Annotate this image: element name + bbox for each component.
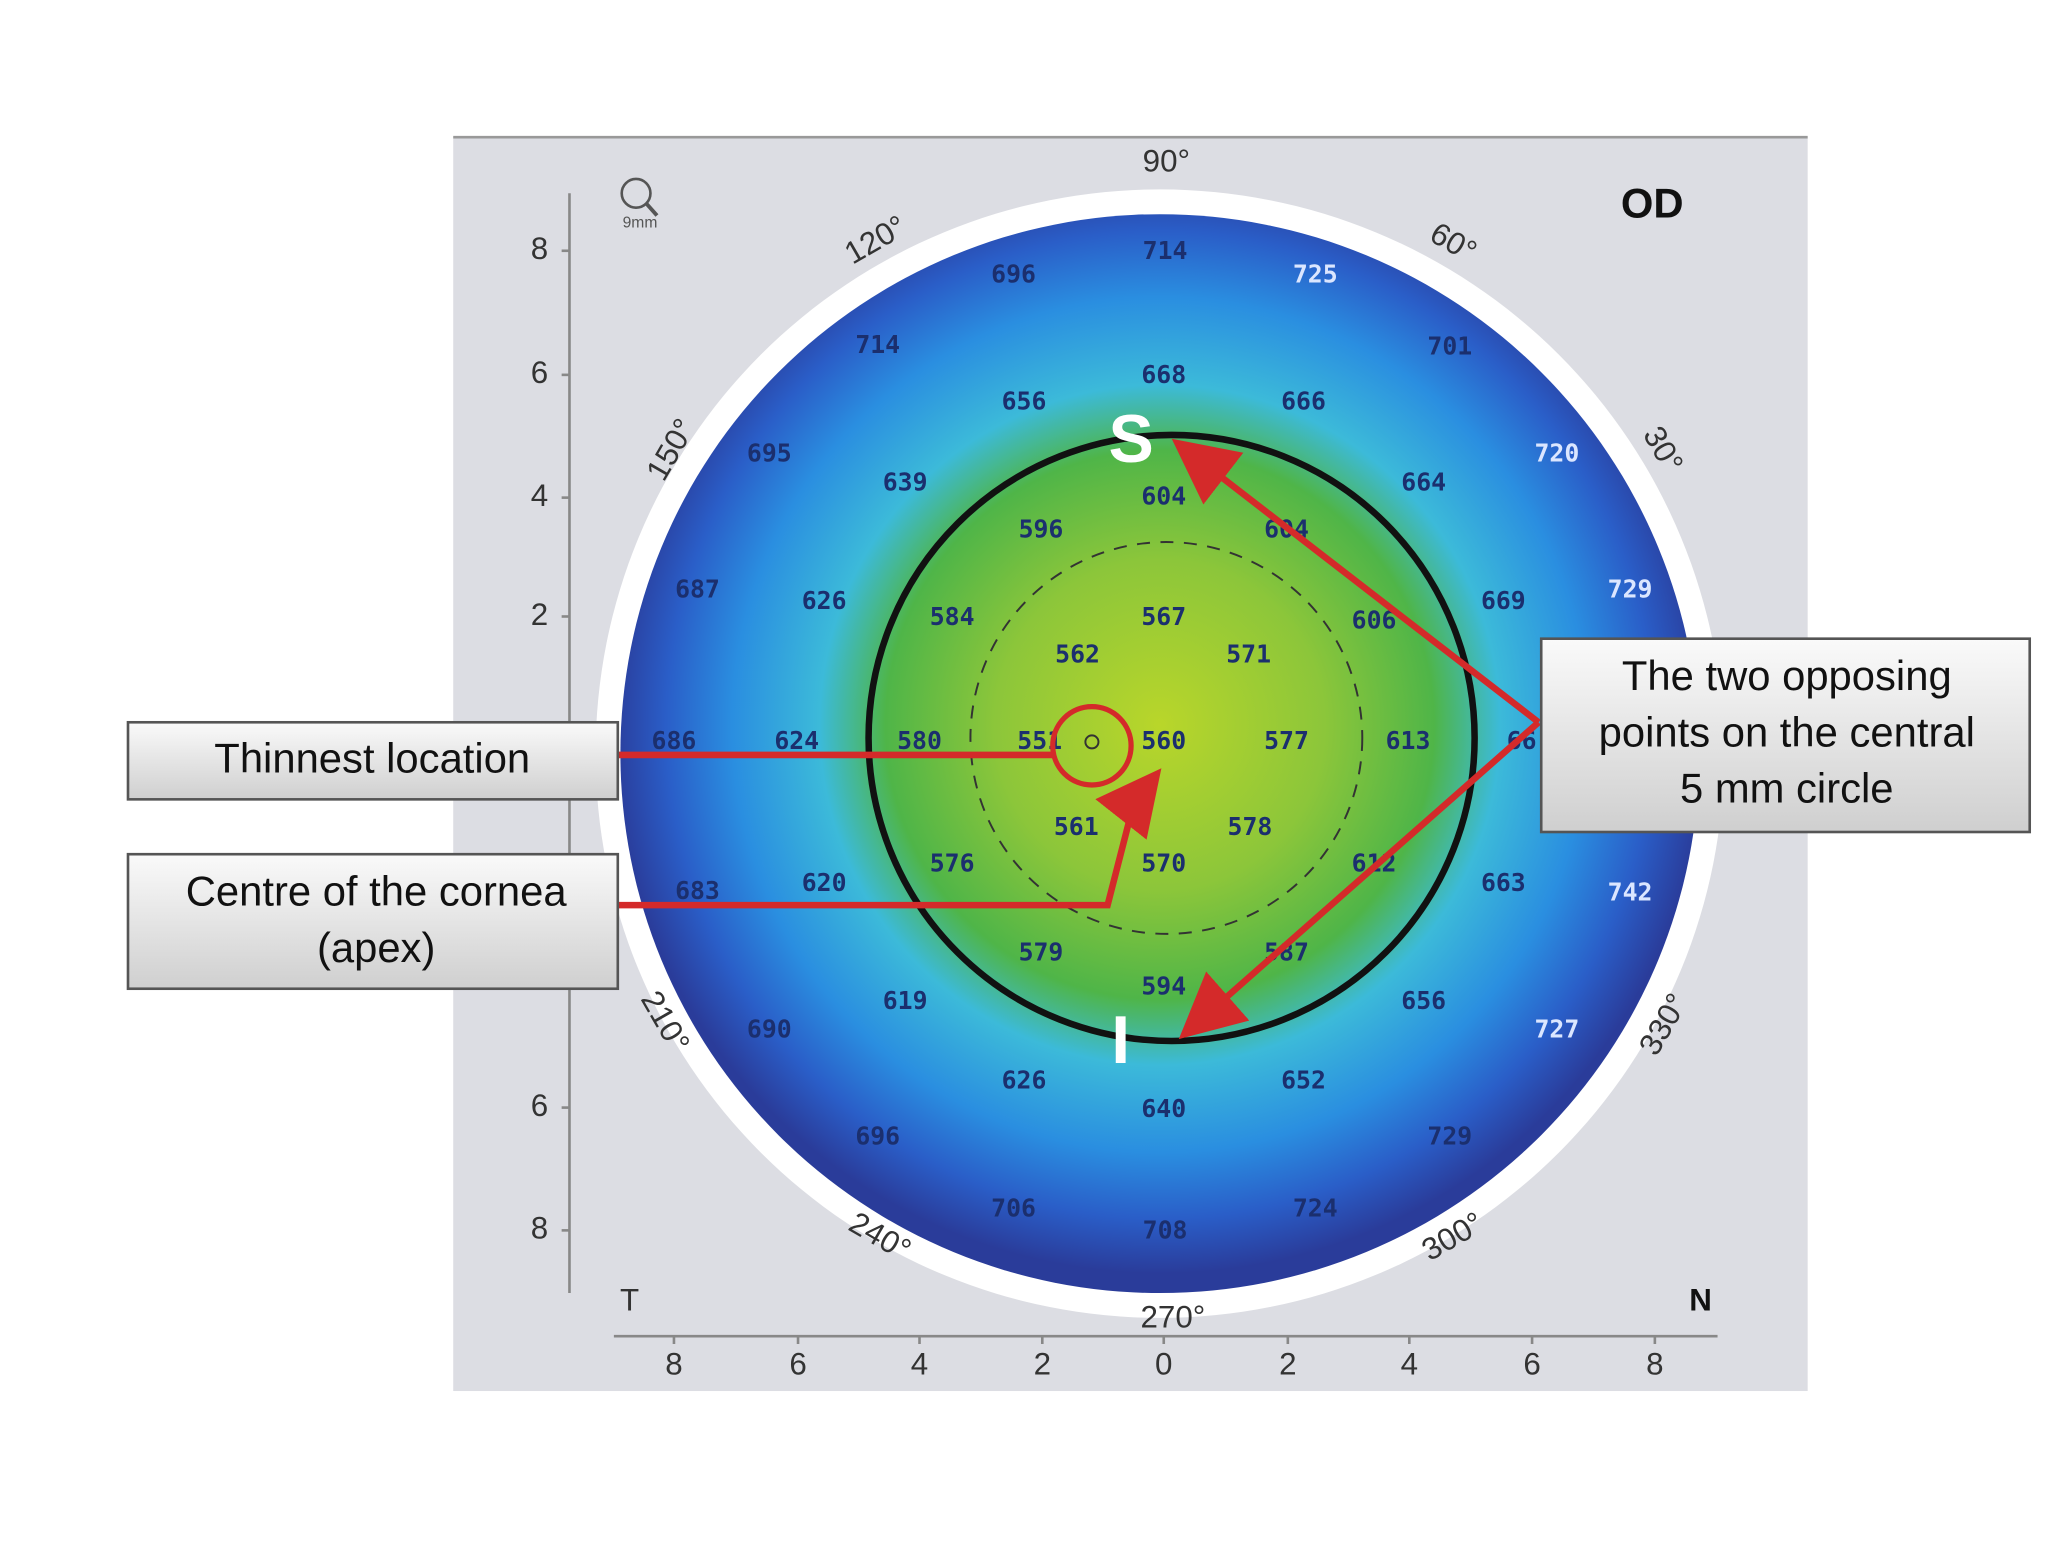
thickness-value: 687: [675, 574, 720, 603]
vertical-scale-label: 6: [531, 1088, 548, 1123]
horizontal-scale-label: 4: [911, 1346, 928, 1381]
vertical-scale-label: 2: [531, 597, 548, 632]
thickness-value: 639: [883, 467, 928, 496]
thickness-value: 604: [1141, 482, 1186, 511]
horizontal-scale-label: 4: [1401, 1346, 1418, 1381]
zoom-label: 9mm: [623, 214, 658, 231]
thickness-value: 596: [1019, 514, 1064, 543]
thickness-value: 620: [802, 868, 847, 897]
thickness-value: 708: [1143, 1216, 1188, 1245]
thickness-value: 686: [652, 726, 697, 755]
thickness-value: 701: [1427, 331, 1472, 360]
thickness-value: 624: [774, 726, 819, 755]
horizontal-scale-label: 6: [789, 1346, 806, 1381]
horizontal-scale-label: 6: [1523, 1346, 1540, 1381]
callout-text: (apex): [317, 924, 435, 971]
marks: 90°120° 60°150° 30°210° 330°240° 300°270°864…: [531, 144, 1695, 1382]
thickness-value: 714: [1143, 236, 1188, 265]
vertical-scale-label: 4: [531, 478, 548, 513]
vertical-scale-label: 8: [531, 231, 548, 266]
horizontal-scale-label: 8: [665, 1346, 682, 1381]
thickness-value: 562: [1055, 640, 1100, 669]
thickness-value: 584: [930, 602, 975, 631]
thickness-value: 666: [1281, 386, 1326, 415]
horizontal-scale-label: 2: [1279, 1346, 1296, 1381]
thickness-value: 656: [1002, 386, 1047, 415]
superior-label: S: [1108, 402, 1153, 477]
thickness-value: 576: [930, 849, 975, 878]
thickness-map: [620, 214, 1700, 1294]
thickness-value: 725: [1293, 260, 1338, 289]
callout-text: Centre of the cornea: [186, 868, 568, 915]
thickness-value: 640: [1141, 1094, 1186, 1123]
angle-label: 90°: [1143, 144, 1190, 179]
temporal-label: T: [620, 1282, 639, 1317]
callout-text: Thinnest location: [214, 735, 530, 782]
thickness-value: 696: [855, 1122, 900, 1151]
thickness-value: 714: [855, 330, 900, 359]
thickness-value: 696: [991, 260, 1036, 289]
nasal-label: N: [1689, 1282, 1712, 1317]
thickness-value: 613: [1386, 726, 1431, 755]
thickness-value: 560: [1141, 726, 1186, 755]
thickness-value: 729: [1608, 574, 1653, 603]
thickness-value: 656: [1401, 986, 1446, 1015]
thickness-value: 729: [1427, 1122, 1472, 1151]
thickness-value: 626: [1002, 1065, 1047, 1094]
callout-text: The two opposing: [1622, 652, 1952, 699]
thickness-value: 571: [1226, 640, 1271, 669]
thickness-value: 668: [1141, 360, 1186, 389]
thickness-value: 579: [1019, 937, 1064, 966]
thickness-value: 619: [883, 986, 928, 1015]
inferior-label: I: [1111, 1003, 1130, 1078]
callout-box: [1539, 637, 2032, 834]
annotations: [617, 438, 1541, 1040]
thickness-value: 669: [1481, 586, 1526, 615]
eye-label: OD: [1621, 179, 1684, 226]
thickness-value: 578: [1228, 812, 1273, 841]
thickness-value: 580: [897, 726, 942, 755]
thickness-value: 706: [991, 1193, 1036, 1222]
thickness-value: 695: [747, 439, 792, 468]
dashed-circle: [969, 541, 1364, 935]
thickness-value: 570: [1141, 849, 1186, 878]
central-5mm-circle: [865, 431, 1478, 1045]
callout-box: [126, 720, 620, 801]
vertical-scale-label: 8: [531, 1211, 548, 1246]
horizontal-scale-label: 2: [1034, 1346, 1051, 1381]
horizontal-scale-label: 0: [1155, 1346, 1172, 1381]
thickness-value: 577: [1264, 726, 1309, 755]
thickness-value: 690: [747, 1015, 792, 1044]
thickness-value: 683: [675, 876, 720, 905]
callout-text: 5 mm circle: [1680, 765, 1894, 812]
thickness-value: 652: [1281, 1065, 1326, 1094]
thickness-value: 561: [1054, 812, 1099, 841]
callout-text: points on the central: [1599, 708, 1975, 755]
thickness-value: 727: [1534, 1015, 1579, 1044]
thickness-value: 567: [1141, 602, 1186, 631]
callout-box: [126, 852, 620, 991]
thickness-value: 594: [1141, 971, 1186, 1000]
thickness-value: 663: [1481, 868, 1526, 897]
zoom-icon: [620, 177, 659, 217]
thickness-value: 742: [1608, 877, 1653, 906]
angle-label: 270°: [1140, 1299, 1205, 1334]
thickness-value: 724: [1293, 1193, 1338, 1222]
horizontal-scale-label: 8: [1646, 1346, 1663, 1381]
thickness-value: 720: [1534, 439, 1579, 468]
thickness-value: 664: [1401, 467, 1446, 496]
thickness-value: 626: [802, 586, 847, 615]
vertical-scale-label: 6: [531, 355, 548, 390]
